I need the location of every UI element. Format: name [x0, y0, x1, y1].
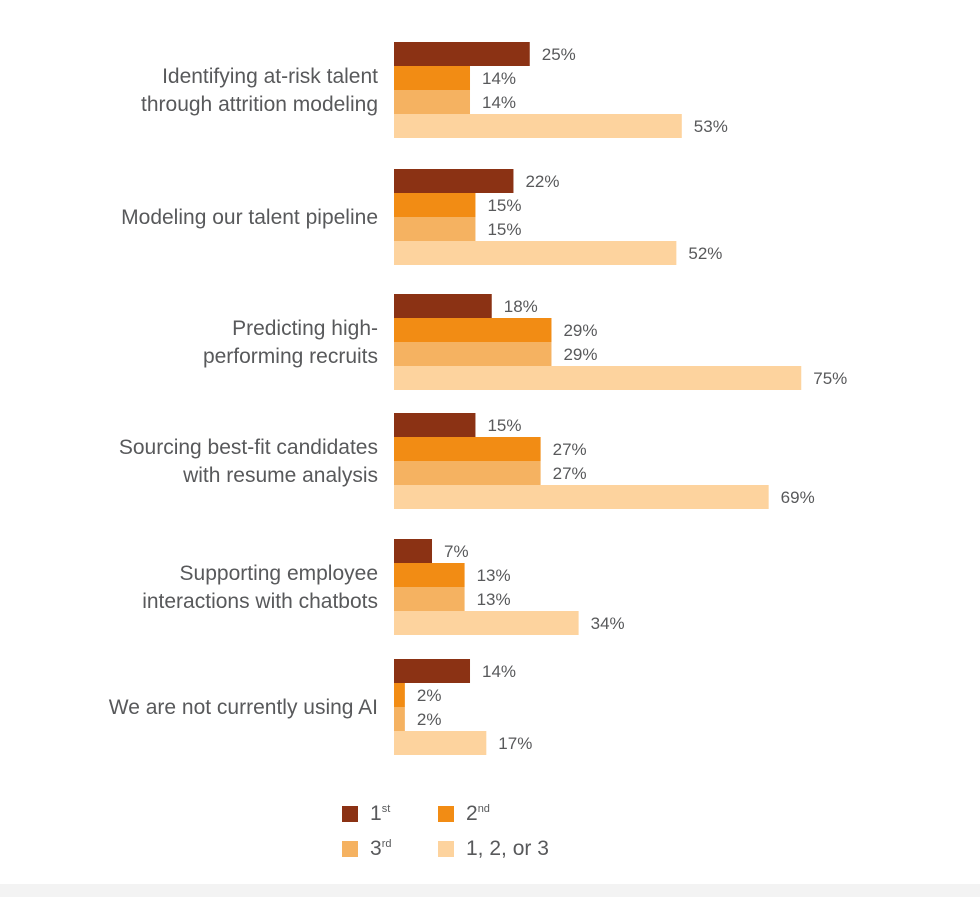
bar [394, 294, 492, 318]
bar [394, 437, 541, 461]
data-label: 22% [525, 172, 559, 191]
bar [394, 318, 552, 342]
category-label: We are not currently using AI [109, 696, 378, 719]
data-label: 34% [591, 614, 625, 633]
bar [394, 485, 769, 509]
bar [394, 193, 476, 217]
bar [394, 611, 579, 635]
bar [394, 42, 530, 66]
bar [394, 461, 541, 485]
data-label: 13% [477, 566, 511, 585]
data-label: 2% [417, 710, 442, 729]
data-label: 27% [553, 440, 587, 459]
bar-group: Supporting employee interactions with cha… [142, 539, 625, 635]
data-label: 2% [417, 686, 442, 705]
page-bottom-strip [0, 884, 980, 897]
bar [394, 563, 465, 587]
bar [394, 539, 433, 563]
data-label: 15% [487, 196, 521, 215]
legend-item-1st: 1st [342, 802, 390, 826]
category-label: performing recruits [203, 345, 378, 368]
data-label: 75% [813, 369, 847, 388]
category-label: Identifying at-risk talent [162, 65, 378, 88]
data-label: 7% [444, 542, 469, 561]
bar [394, 169, 514, 193]
bar [394, 587, 465, 611]
bar [394, 413, 476, 437]
bar-group: Predicting high-performing recruits 18% 29… [203, 294, 847, 390]
data-label: 18% [504, 297, 538, 316]
data-label: 14% [482, 662, 516, 681]
data-label: 53% [694, 117, 728, 136]
data-label: 14% [482, 69, 516, 88]
legend-item-2nd: 2nd [438, 802, 490, 826]
category-label: interactions with chatbots [142, 590, 378, 613]
data-label: 15% [487, 416, 521, 435]
category-label: Supporting employee [180, 562, 378, 585]
data-label: 14% [482, 93, 516, 112]
bar [394, 707, 405, 731]
data-label: 25% [542, 45, 576, 64]
legend-label: 1st [370, 802, 391, 825]
data-label: 29% [563, 321, 597, 340]
bar-chart: Identifying at-risk talent through attrit… [109, 42, 847, 755]
bar [394, 683, 405, 707]
bar [394, 66, 471, 90]
bar-group: We are not currently using AI 14% 2% 2% 17% [109, 659, 532, 755]
data-label: 27% [553, 464, 587, 483]
bar [394, 114, 682, 138]
legend-label: 1, 2, or 3 [466, 837, 549, 860]
legend-swatch [342, 841, 358, 857]
bar [394, 342, 552, 366]
data-label: 13% [477, 590, 511, 609]
bar [394, 90, 471, 114]
legend-swatch [438, 806, 454, 822]
category-label: Modeling our talent pipeline [121, 206, 378, 229]
category-label: with resume analysis [182, 464, 378, 487]
category-label: Predicting high- [232, 317, 378, 340]
bar-group: Sourcing best-fit candidates with resume … [119, 413, 815, 509]
legend-swatch [342, 806, 358, 822]
data-label: 15% [487, 220, 521, 239]
category-label: Sourcing best-fit candidates [119, 436, 378, 459]
data-label: 52% [688, 244, 722, 263]
legend-swatch [438, 841, 454, 857]
data-label: 69% [781, 488, 815, 507]
bar [394, 241, 677, 265]
bar [394, 366, 802, 390]
legend-item-1-2-or-3: 1, 2, or 3 [438, 837, 549, 861]
bar [394, 217, 476, 241]
legend-label: 2nd [466, 802, 490, 825]
bar [394, 731, 487, 755]
legend-item-3rd: 3rd [342, 837, 391, 861]
category-label: through attrition modeling [141, 93, 378, 116]
bar [394, 659, 471, 683]
legend-label: 3rd [370, 837, 392, 860]
data-label: 17% [498, 734, 532, 753]
legend: 1st 2nd 3rd 1, 2, or 3 [330, 790, 630, 880]
bar-group: Identifying at-risk talent through attrit… [141, 42, 728, 138]
data-label: 29% [563, 345, 597, 364]
